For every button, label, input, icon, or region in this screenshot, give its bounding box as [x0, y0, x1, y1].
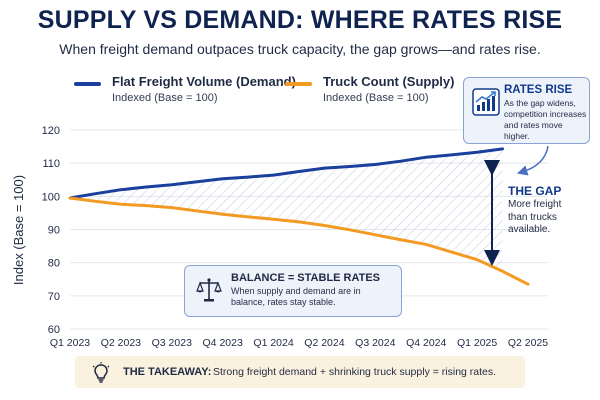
- series-lines: [68, 147, 530, 286]
- x-tick-label: Q3 2024: [355, 337, 395, 349]
- x-tick-label: Q2 2023: [101, 337, 141, 349]
- rates-rise-title: RATES RISE: [504, 84, 573, 96]
- chart-title: SUPPLY VS DEMAND: WHERE RATES RISE: [37, 6, 563, 34]
- balance-scale-icon: [195, 276, 223, 309]
- chart-subtitle: When freight demand outpaces truck capac…: [59, 41, 541, 57]
- legend-sub-supply: Indexed (Base = 100): [323, 92, 429, 104]
- takeaway-text: Strong freight demand + shrinking truck …: [213, 366, 497, 378]
- y-tick-label: 60: [48, 324, 60, 336]
- legend-line-supply: [285, 82, 312, 86]
- legend-name-supply: Truck Count (Supply): [323, 74, 455, 89]
- series-line-supply: [68, 196, 530, 286]
- rising-bar-chart-icon: [472, 88, 500, 121]
- x-tick-label: Q3 2023: [152, 337, 192, 349]
- y-tick-label: 70: [48, 291, 60, 303]
- x-tick-label: Q1 2025: [457, 337, 497, 349]
- legend-sub-demand: Indexed (Base = 100): [112, 92, 218, 104]
- y-tick-label: 90: [48, 225, 60, 237]
- balance-callout: BALANCE = STABLE RATES When supply and d…: [184, 265, 402, 317]
- lightbulb-icon: [91, 362, 111, 389]
- gap-title: THE GAP: [508, 184, 562, 198]
- rates-rise-body: As the gap widens, competition increases…: [504, 98, 587, 141]
- takeaway-banner: THE TAKEAWAY: Strong freight demand + sh…: [75, 356, 525, 388]
- legend-name-demand: Flat Freight Volume (Demand): [112, 74, 296, 89]
- x-tick-labels: Q1 2023 Q2 2023 Q3 2023 Q4 2023 Q1 2024 Q2 20…: [50, 337, 548, 349]
- rates-rise-callout: RATES RISE As the gap widens, competitio…: [463, 77, 590, 144]
- gap-body: More freight than trucks available.: [508, 199, 562, 235]
- x-tick-label: Q4 2024: [406, 337, 446, 349]
- y-tick-labels: 60 70 80 90 100 110 120: [42, 125, 60, 336]
- y-tick-label: 80: [48, 258, 60, 270]
- rates-pointer-arrow: [516, 145, 549, 176]
- y-tick-label: 100: [42, 191, 60, 203]
- balance-title: BALANCE = STABLE RATES: [231, 272, 381, 284]
- x-tick-label: Q2 2025: [508, 337, 548, 349]
- x-tick-label: Q1 2024: [253, 337, 293, 349]
- y-tick-label: 110: [42, 158, 60, 170]
- x-tick-label: Q4 2023: [203, 337, 243, 349]
- y-axis-label: Index (Base = 100): [11, 175, 26, 285]
- x-tick-label: Q2 2024: [304, 337, 344, 349]
- legend-line-demand: [74, 82, 101, 86]
- x-tick-label: Q1 2023: [50, 337, 90, 349]
- takeaway-label: THE TAKEAWAY:: [123, 366, 212, 378]
- series-line-demand: [68, 147, 505, 200]
- gap-hatched-area: [70, 148, 503, 272]
- balance-body: When supply and demand are in balance, r…: [231, 286, 361, 307]
- y-tick-label: 120: [42, 125, 60, 137]
